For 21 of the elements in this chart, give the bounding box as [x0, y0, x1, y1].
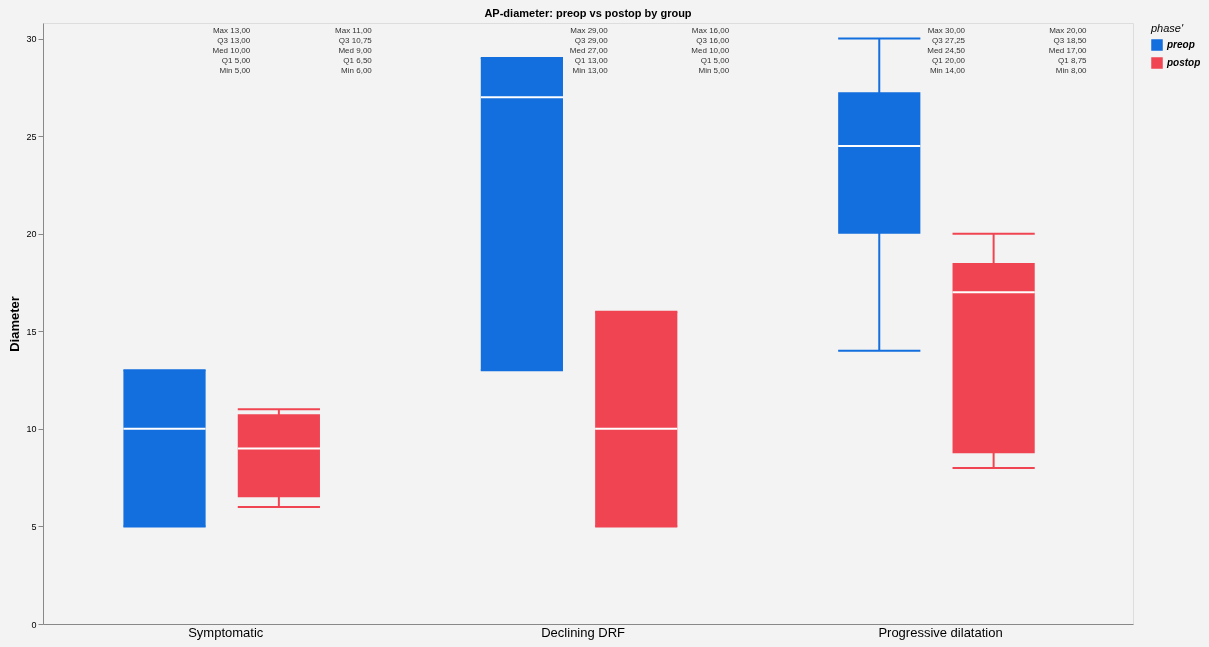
annotation: Max 30,00 Q3 27,25 Med 24,50 Q1 20,00 Min 14,00 — [927, 26, 966, 75]
y-tick-label: 15 — [26, 326, 37, 337]
x-tick-label: Declining DRF — [541, 624, 626, 640]
y-axis-title: Diameter — [7, 296, 23, 352]
y-tick-label: 5 — [31, 521, 37, 532]
legend-label: preop — [1166, 39, 1195, 50]
chart-title: AP-diameter: preop vs postop by group — [484, 7, 692, 19]
legend-title: phase' — [1150, 22, 1184, 34]
y-tick-label: 0 — [31, 619, 37, 630]
y-tick-label: 10 — [26, 424, 37, 435]
annotation: Max 16,00 Q3 16,00 Med 10,00 Q1 5,00 Min 5,00 — [691, 26, 730, 75]
x-tick-label: Progressive dilatation — [878, 624, 1003, 640]
legend-label: postop — [1166, 57, 1201, 68]
y-tick-label: 30 — [26, 34, 37, 45]
annotation: Max 13,00 Q3 13,00 Med 10,00 Q1 5,00 Min 5,00 — [212, 26, 251, 75]
annotation: Max 11,00 Q3 10,75 Med 9,00 Q1 6,50 Min 6,00 — [335, 26, 373, 75]
x-tick-label: Symptomatic — [188, 624, 264, 640]
annotation: Max 29,00 Q3 29,00 Med 27,00 Q1 13,00 Min 13,00 — [569, 26, 609, 75]
y-tick-label: 25 — [26, 131, 37, 142]
annotation: Max 20,00 Q3 18,50 Med 17,00 Q1 8,75 Min 8,00 — [1048, 26, 1088, 75]
y-tick-label: 20 — [26, 229, 37, 240]
